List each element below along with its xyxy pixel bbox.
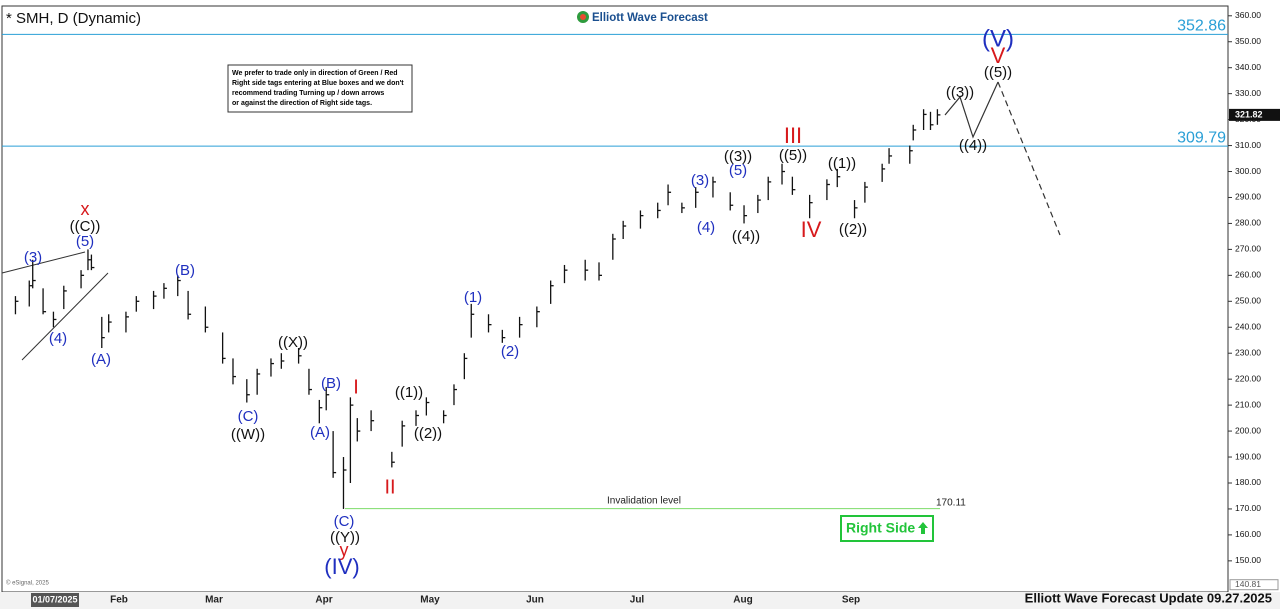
wave-label: (5) <box>76 233 94 250</box>
wedge-line <box>21 272 109 361</box>
y-tick-label: 210.00 <box>1235 399 1261 409</box>
x-axis-label: Jun <box>526 595 544 606</box>
wave-label: I <box>353 376 359 398</box>
wave-label: x <box>81 199 90 219</box>
wave-label: (A) <box>310 424 330 441</box>
x-axis-label: Apr <box>315 595 332 606</box>
x-axis-label: Mar <box>205 595 223 606</box>
wave-label: (C) <box>238 408 259 425</box>
y-tick-label: 240.00 <box>1235 322 1261 332</box>
note-box <box>227 64 413 113</box>
wave-label: y <box>340 540 349 560</box>
wave-label: (B) <box>175 262 195 279</box>
y-tick-label: 270.00 <box>1235 244 1261 254</box>
last-price-label: 321.82 <box>1235 109 1263 119</box>
wave-label: ((1)) <box>828 155 856 172</box>
wave-label: ((W)) <box>231 426 265 443</box>
wave-label: (3) <box>24 249 42 266</box>
invalidation-value: 170.11 <box>936 497 966 508</box>
y-tick-label: 160.00 <box>1235 529 1261 539</box>
projection-path-dashed <box>997 81 1061 236</box>
wave-label: ((3)) <box>946 84 974 101</box>
x-label-box <box>31 593 79 607</box>
wave-label: (IV) <box>324 554 359 579</box>
y-tick-label: 330.00 <box>1235 88 1261 98</box>
wave-label: ((4)) <box>959 137 987 154</box>
axis-min-box <box>1229 579 1279 591</box>
wave-label: (3) <box>691 172 709 189</box>
y-tick-label: 200.00 <box>1235 425 1261 435</box>
y-tick-label: 150.00 <box>1235 555 1261 565</box>
axis-min-label: 140.81 <box>1235 579 1261 589</box>
right-side-label: Right Side <box>846 520 915 536</box>
wave-label: ((5)) <box>779 147 807 164</box>
note-line: recommend trading Turning up / down arro… <box>232 90 384 97</box>
last-price-box <box>1229 108 1280 121</box>
wave-label: (5) <box>729 162 747 179</box>
y-tick-label: 300.00 <box>1235 166 1261 176</box>
invalidation-label: Invalidation level <box>607 495 681 506</box>
y-tick-label: 350.00 <box>1235 36 1261 46</box>
note-line: We prefer to trade only in direction of … <box>232 70 398 77</box>
projection-path <box>944 81 999 139</box>
wave-label: ((2)) <box>839 221 867 238</box>
wave-label: IV <box>801 217 822 242</box>
wave-label: ((X)) <box>278 334 308 351</box>
up-arrow-icon <box>918 522 928 534</box>
y-tick-label: 180.00 <box>1235 477 1261 487</box>
y-tick-label: 360.00 <box>1235 10 1261 20</box>
wave-label: (C) <box>334 513 355 530</box>
wave-label: ((2)) <box>414 425 442 442</box>
level-label: 309.79 <box>1177 129 1226 146</box>
wave-label: (2) <box>501 343 519 360</box>
x-axis-label: Jul <box>630 595 645 606</box>
y-tick-label: 190.00 <box>1235 451 1261 461</box>
y-tick-label: 340.00 <box>1235 62 1261 72</box>
wave-label: ((4)) <box>732 228 760 245</box>
wave-label: (V) <box>982 25 1014 52</box>
y-tick-label: 260.00 <box>1235 270 1261 280</box>
x-axis-label: Aug <box>733 595 752 606</box>
logo: Elliott Wave Forecast <box>592 12 708 24</box>
symbol-title: * SMH, D (Dynamic) <box>6 10 141 27</box>
wave-label: III <box>784 123 802 148</box>
y-tick-label: 250.00 <box>1235 296 1261 306</box>
y-tick-label: 220.00 <box>1235 373 1261 383</box>
level-label: 352.86 <box>1177 18 1226 35</box>
right-side-box <box>840 515 934 542</box>
wave-label: V <box>991 43 1006 68</box>
x-axis-label: Sep <box>842 595 860 606</box>
wave-label: ((1)) <box>395 384 423 401</box>
x-axis-label: 01/07/2025 <box>32 594 77 604</box>
footer-title: Elliott Wave Forecast Update 09.27.2025 <box>1025 590 1272 605</box>
wave-label: ((5)) <box>984 64 1012 81</box>
wedge-line <box>1 251 86 274</box>
copyright: © eSignal, 2025 <box>6 580 49 587</box>
note-line: or against the direction of Right side t… <box>232 100 372 107</box>
y-tick-label: 170.00 <box>1235 503 1261 513</box>
wave-label: (1) <box>464 289 482 306</box>
x-axis-label: Feb <box>110 595 128 606</box>
wave-label: ((C)) <box>70 218 101 235</box>
x-axis-label: May <box>420 595 440 606</box>
footer-band <box>0 592 1280 609</box>
wave-label: (4) <box>49 330 67 347</box>
wave-label: (B) <box>321 375 341 392</box>
y-tick-label: 230.00 <box>1235 347 1261 357</box>
wave-label: (4) <box>697 219 715 236</box>
y-tick-label: 310.00 <box>1235 140 1261 150</box>
wave-label: (A) <box>91 351 111 368</box>
logo-icon-inner <box>580 14 586 20</box>
y-tick-label: 290.00 <box>1235 192 1261 202</box>
note-line: Right side tags entering at Blue boxes a… <box>232 80 404 87</box>
wave-label: ((Y)) <box>330 529 360 546</box>
y-tick-label: 280.00 <box>1235 218 1261 228</box>
wave-label: ((3)) <box>724 148 752 165</box>
wave-label: II <box>384 476 395 498</box>
